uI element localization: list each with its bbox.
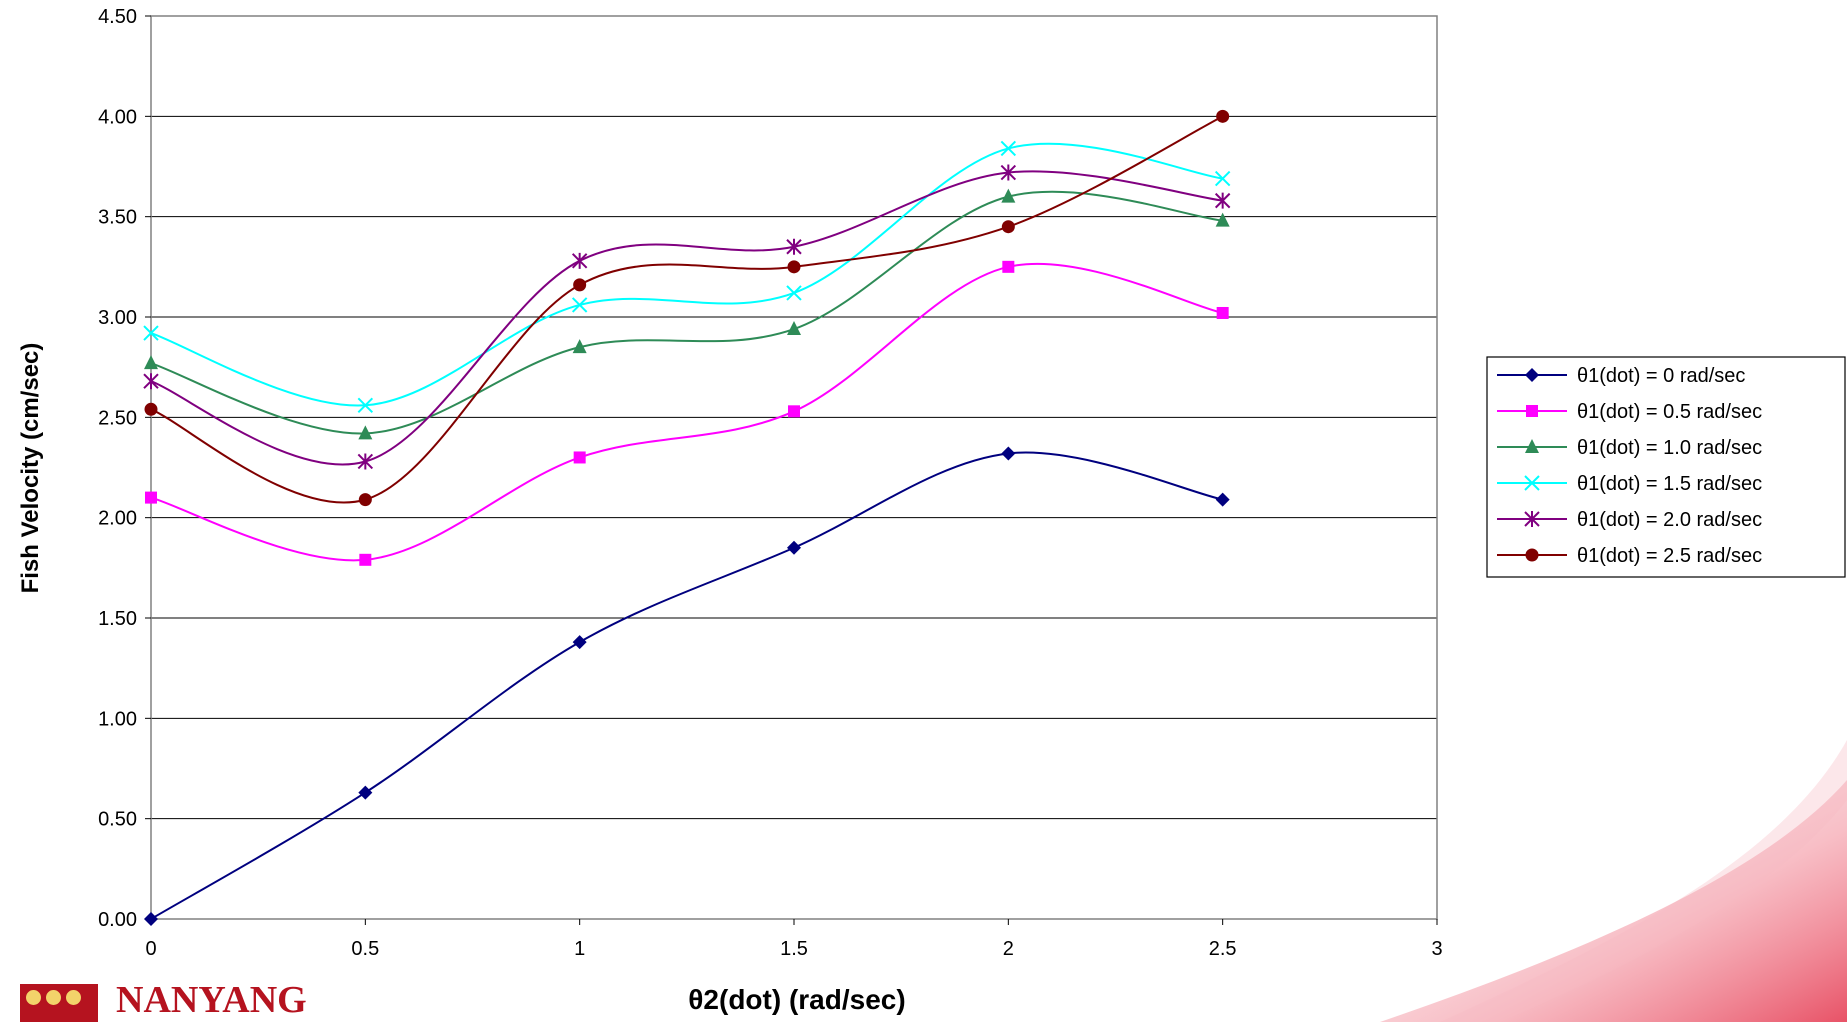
- logo-text: NANYANG: [116, 980, 307, 1021]
- x-tick-label: 2: [1003, 938, 1014, 960]
- x-axis-title: θ2(dot) (rad/sec): [688, 984, 905, 1015]
- x-tick-label: 2.5: [1209, 938, 1237, 960]
- legend-entry: θ1(dot) = 2.0 rad/sec: [1497, 509, 1762, 531]
- data-point-marker: [1001, 220, 1015, 234]
- y-axis: 0.00 0.50 1.00 1.50 2.00 2.50 3.00 3.50 4.00 4.50: [98, 6, 151, 931]
- y-tick-label: 0.50: [98, 809, 137, 831]
- data-point-marker: [143, 325, 159, 341]
- data-point-marker: [787, 321, 801, 336]
- series-4: [143, 164, 1231, 470]
- legend-marker: [1525, 368, 1539, 382]
- y-axis-title: Fish Velocity (cm/sec): [17, 343, 44, 594]
- series-3: [143, 140, 1231, 414]
- data-point-marker: [143, 373, 159, 390]
- data-point-marker: [1000, 164, 1017, 181]
- y-tick-label: 0.00: [98, 909, 137, 931]
- data-point-marker: [357, 397, 374, 414]
- grid: [151, 115, 1437, 820]
- data-point-marker: [357, 453, 374, 470]
- data-point-marker: [1215, 492, 1230, 507]
- x-tick-label: 3: [1431, 938, 1442, 960]
- data-point-marker: [1214, 192, 1231, 209]
- legend-entry: θ1(dot) = 1.0 rad/sec: [1497, 437, 1762, 459]
- series-line: [150, 190, 1223, 435]
- data-point-marker: [787, 540, 801, 555]
- data-point-marker: [1001, 188, 1016, 203]
- series-2: [144, 188, 1230, 440]
- y-tick-label: 2.00: [98, 508, 137, 530]
- data-point-marker: [1216, 109, 1230, 123]
- legend-label: θ1(dot) = 2.0 rad/sec: [1577, 509, 1762, 531]
- legend-label: θ1(dot) = 1.5 rad/sec: [1577, 473, 1762, 495]
- data-point-marker: [358, 493, 372, 507]
- legend-box: [1486, 356, 1846, 578]
- series-5: [144, 109, 1230, 507]
- data-point-marker: [358, 425, 373, 440]
- legend-label: θ1(dot) = 1.0 rad/sec: [1577, 437, 1762, 459]
- data-point-marker: [1001, 446, 1016, 461]
- series-1: [145, 260, 1229, 566]
- data-point-marker: [358, 785, 373, 800]
- series-line: [150, 142, 1223, 407]
- series-line: [150, 170, 1223, 466]
- data-point-marker: [144, 912, 158, 926]
- data-point-marker: [1216, 306, 1229, 319]
- data-point-marker: [1215, 212, 1230, 227]
- data-point-marker: [573, 278, 587, 292]
- data-point-marker: [788, 405, 800, 418]
- legend-marker: [1525, 548, 1539, 562]
- legend: θ1(dot) = 0 rad/sec θ1(dot) = 0.5 rad/sec…: [1486, 356, 1846, 578]
- y-tick-label: 1.00: [98, 708, 137, 730]
- legend-entry: θ1(dot) = 0.5 rad/sec: [1497, 401, 1762, 423]
- data-point-marker: [145, 491, 157, 504]
- x-tick-label: 0.5: [351, 938, 379, 960]
- series-line: [150, 451, 1223, 920]
- x-tick-label: 0: [145, 938, 156, 960]
- legend-label: θ1(dot) = 2.5 rad/sec: [1577, 545, 1762, 567]
- y-tick-label: 1.50: [98, 608, 137, 630]
- data-point-marker: [144, 402, 158, 416]
- university-crest-icon: [20, 984, 98, 1022]
- x-tick-label: 1.5: [780, 938, 808, 960]
- series-group: [143, 109, 1231, 926]
- x-tick-label: 1: [574, 938, 585, 960]
- data-point-marker: [786, 285, 802, 301]
- legend-entry: θ1(dot) = 0 rad/sec: [1497, 365, 1745, 387]
- series-0: [144, 446, 1230, 926]
- y-tick-label: 3.50: [98, 207, 137, 229]
- legend-marker: [1526, 405, 1538, 417]
- legend-entry: θ1(dot) = 2.5 rad/sec: [1497, 545, 1762, 567]
- y-tick-label: 4.50: [98, 6, 137, 28]
- data-point-marker: [786, 238, 802, 255]
- data-point-marker: [1214, 170, 1231, 187]
- data-point-marker: [572, 635, 587, 650]
- plot-area-border: [150, 15, 1438, 920]
- x-axis: 0 0.5 1 1.5 2 2.5 3: [145, 919, 1443, 960]
- legend-marker: [1525, 439, 1539, 453]
- data-point-marker: [359, 553, 372, 566]
- legend-marker: [1524, 475, 1540, 491]
- data-point-marker: [1000, 140, 1017, 157]
- legend-label: θ1(dot) = 0 rad/sec: [1577, 365, 1745, 387]
- series-line: [150, 115, 1224, 504]
- data-point-marker: [573, 451, 586, 464]
- data-point-marker: [572, 339, 587, 354]
- series-line: [150, 262, 1223, 562]
- legend-entry: θ1(dot) = 1.5 rad/sec: [1497, 473, 1762, 495]
- data-point-marker: [787, 260, 801, 274]
- data-point-marker: [571, 252, 588, 269]
- data-point-marker: [144, 355, 158, 370]
- y-tick-label: 4.00: [98, 106, 137, 128]
- legend-marker: [1524, 511, 1540, 527]
- y-tick-label: 3.00: [98, 307, 137, 329]
- data-point-marker: [571, 297, 588, 313]
- data-point-marker: [1002, 260, 1015, 273]
- nanyang-logo: NANYANG: [20, 980, 320, 1022]
- legend-label: θ1(dot) = 0.5 rad/sec: [1577, 401, 1762, 423]
- y-tick-label: 2.50: [98, 407, 137, 429]
